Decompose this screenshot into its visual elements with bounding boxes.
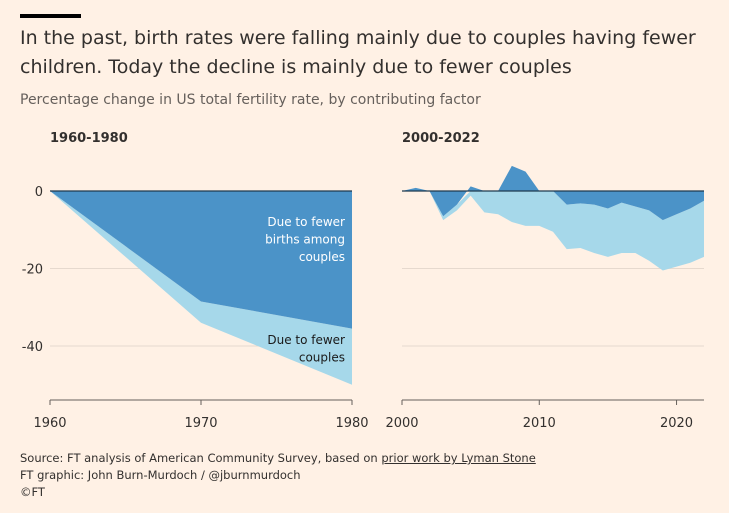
area-fewer-births — [50, 191, 352, 329]
panel-title: 2000-2022 — [402, 131, 480, 146]
y-tick-label: 0 — [35, 185, 43, 200]
x-tick-label: 1960 — [33, 416, 66, 431]
annotation-fewer-births: couples — [299, 250, 345, 264]
credit-line: FT graphic: John Burn-Murdoch / @jburnmu… — [20, 468, 301, 482]
source-text: Source: FT analysis of American Communit… — [20, 451, 382, 465]
annotation-fewer-couples: Due to fewer — [267, 333, 345, 347]
x-tick-label: 2000 — [385, 416, 418, 431]
chart-title: In the past, birth rates were falling ma… — [20, 27, 696, 78]
y-tick-label: -20 — [22, 263, 43, 278]
area-fewer-births — [402, 165, 704, 221]
footer: Source: FT analysis of American Communit… — [20, 450, 536, 501]
ft-top-bar — [20, 14, 81, 18]
annotation-fewer-couples: couples — [299, 351, 345, 365]
x-tick-label: 2010 — [523, 416, 556, 431]
annotation-fewer-births: births among — [265, 233, 345, 247]
panel-title: 1960-1980 — [50, 131, 128, 146]
source-link[interactable]: prior work by Lyman Stone — [381, 451, 536, 465]
x-tick-label: 2020 — [660, 416, 693, 431]
area-fewer-couples — [402, 191, 704, 271]
x-tick-label: 1980 — [335, 416, 368, 431]
source-line: Source: FT analysis of American Communit… — [20, 450, 536, 467]
y-tick-label: -40 — [22, 340, 43, 355]
x-tick-label: 1970 — [184, 416, 217, 431]
copyright: ©FT — [20, 485, 45, 499]
annotation-fewer-births: Due to fewer — [267, 215, 345, 229]
chart-subtitle: Percentage change in US total fertility … — [20, 92, 481, 108]
area-fewer-couples — [50, 191, 352, 385]
